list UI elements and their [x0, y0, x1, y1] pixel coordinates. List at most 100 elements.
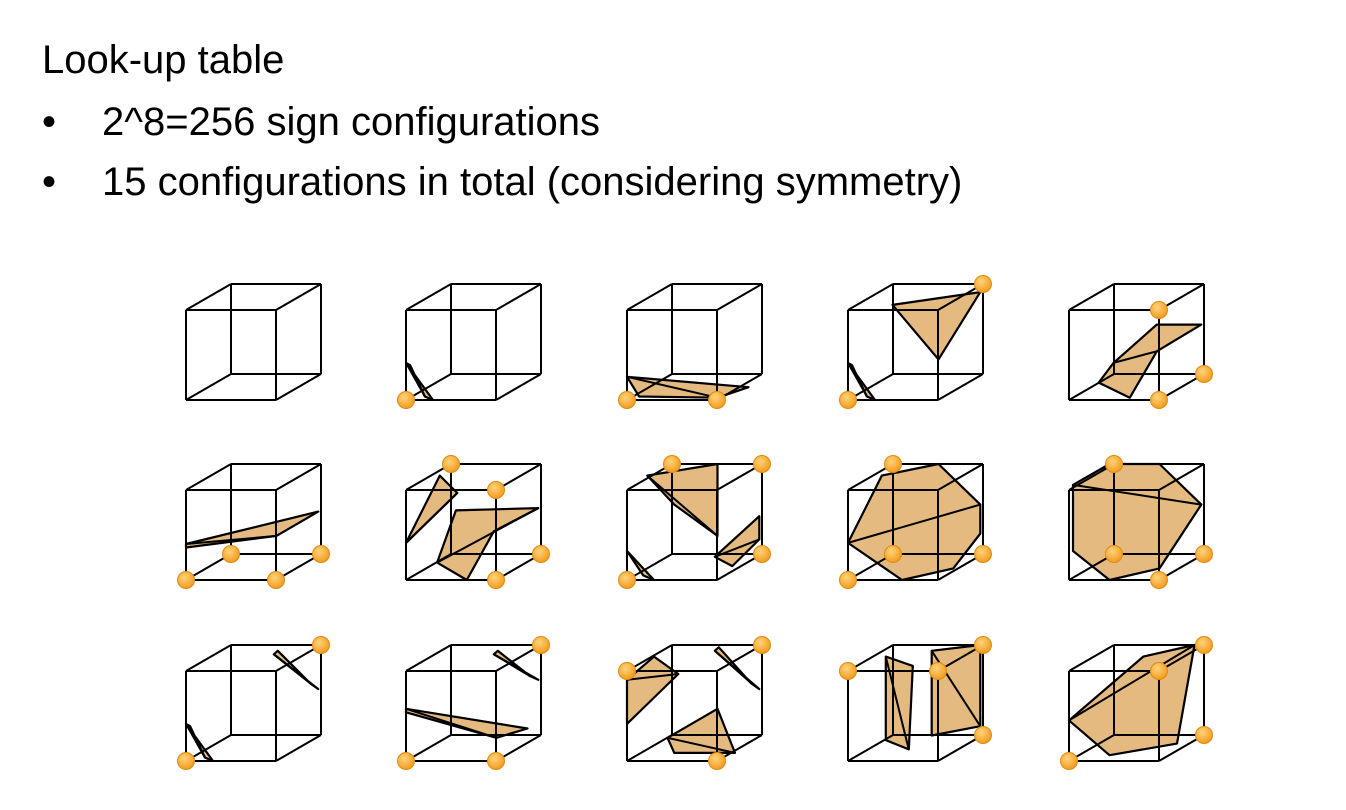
cube-case-6: [404, 455, 550, 589]
vertex-marker: [618, 391, 636, 409]
isosurface-triangle: [492, 649, 540, 681]
isosurface-triangle: [436, 507, 540, 582]
vertex-marker: [532, 636, 550, 654]
triangle-edge: [1068, 644, 1196, 722]
vertex-marker: [1105, 545, 1123, 563]
cube-edge: [275, 734, 322, 762]
vertex-marker: [708, 391, 726, 409]
cube-edge: [495, 373, 542, 401]
vertex-marker: [487, 752, 505, 770]
cube-edge: [405, 553, 452, 581]
cube-edge: [937, 463, 984, 491]
cube-case-0: [185, 283, 322, 401]
vertex-marker: [974, 545, 992, 563]
cube-edge: [185, 283, 232, 311]
cube-edge: [1068, 644, 1115, 672]
cube-case-3: [839, 275, 992, 409]
cube-case-8: [839, 455, 992, 589]
isosurface-triangle: [625, 375, 750, 399]
cube-edge: [626, 283, 673, 311]
cube-case-1: [397, 283, 542, 409]
cube-case-10: [177, 636, 330, 770]
isosurface-triangle: [272, 649, 320, 691]
cube-edge: [716, 283, 763, 311]
vertex-marker: [929, 662, 947, 680]
bullet-text: 15 configurations in total (considering …: [102, 160, 963, 204]
triangle-edge: [847, 503, 981, 544]
vertex-marker: [177, 571, 195, 589]
isosurface-triangle: [625, 549, 656, 582]
cube-edge: [275, 283, 322, 311]
vertex-marker: [884, 455, 902, 473]
cube-edge: [847, 283, 894, 311]
vertex-marker: [1105, 455, 1123, 473]
vertex-marker: [312, 545, 330, 563]
vertex-marker: [618, 662, 636, 680]
vertex-marker: [1195, 365, 1213, 383]
triangle-edge: [714, 650, 752, 685]
cube-edge: [495, 283, 542, 311]
vertex-marker: [177, 752, 195, 770]
triangle-edge: [626, 673, 679, 681]
triangle-edge: [405, 492, 458, 544]
isosurface-triangle: [1071, 462, 1203, 582]
cube-case-13: [839, 636, 992, 762]
vertex-marker: [1150, 662, 1168, 680]
vertex-marker: [1195, 636, 1213, 654]
cube-edge: [1158, 463, 1205, 491]
cube-case-11: [397, 636, 550, 770]
cube-edge: [626, 734, 673, 762]
vertex-marker: [839, 662, 857, 680]
vertex-marker: [753, 636, 771, 654]
vertex-marker: [974, 275, 992, 293]
triangle-edge: [273, 653, 311, 685]
bullet-list: • 2^8=256 sign configurations • 15 confi…: [42, 96, 962, 216]
triangle-edge: [667, 736, 736, 754]
vertex-marker: [397, 752, 415, 770]
vertex-marker: [663, 455, 681, 473]
isosurface-triangle: [891, 291, 982, 361]
vertex-marker: [1195, 726, 1213, 744]
cube-case-5: [177, 463, 330, 589]
cube-edge: [937, 373, 984, 401]
bullet-dot-icon: •: [42, 100, 57, 144]
vertex-marker: [884, 545, 902, 563]
isosurface-triangle: [646, 462, 719, 538]
vertex-marker: [222, 545, 240, 563]
bullet-text: 2^8=256 sign configurations: [102, 100, 601, 144]
vertex-marker: [487, 481, 505, 499]
cube-edge: [405, 283, 452, 311]
cube-edge: [185, 463, 232, 491]
vertex-marker: [753, 545, 771, 563]
triangle-edge: [1113, 350, 1158, 364]
cube-case-14: [1060, 636, 1213, 770]
slide-title: Look-up table: [42, 38, 285, 82]
vertex-marker: [708, 752, 726, 770]
vertex-marker: [532, 545, 550, 563]
bullet-item: • 15 configurations in total (considerin…: [42, 156, 962, 208]
triangle-edge: [646, 474, 719, 537]
vertex-marker: [974, 636, 992, 654]
vertex-marker: [1150, 391, 1168, 409]
isosurface-triangle: [404, 707, 529, 739]
cube-case-12: [618, 636, 771, 770]
vertex-marker: [487, 571, 505, 589]
vertex-marker: [839, 391, 857, 409]
cube-case-7: [618, 455, 771, 589]
vertex-marker: [312, 636, 330, 654]
vertex-marker: [397, 391, 415, 409]
vertex-marker: [974, 726, 992, 744]
vertex-marker: [267, 571, 285, 589]
isosurface-triangle: [846, 462, 982, 582]
cube-edge: [275, 463, 322, 491]
cube-edge: [185, 644, 232, 672]
cube-edge: [1068, 283, 1115, 311]
triangle-edge: [493, 653, 531, 678]
bullet-dot-icon: •: [42, 160, 57, 204]
vertex-marker: [1150, 571, 1168, 589]
vertex-marker: [618, 571, 636, 589]
cube-edge: [185, 373, 232, 401]
triangle-edge: [884, 656, 910, 750]
cube-case-2: [618, 283, 763, 409]
